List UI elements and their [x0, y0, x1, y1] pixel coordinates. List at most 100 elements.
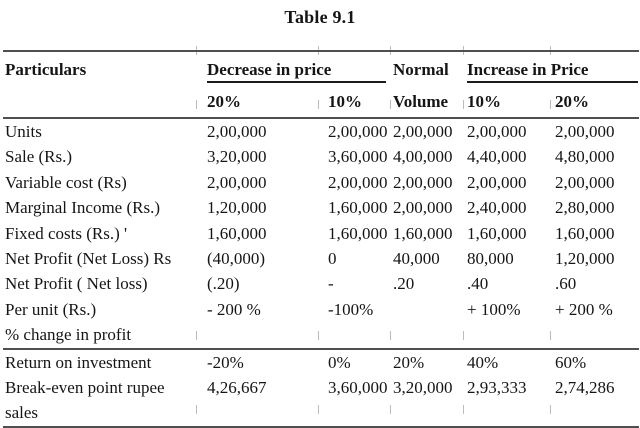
row-label: Net Profit (Net Loss) Rs — [5, 249, 172, 269]
cell-value: 2,00,000 — [393, 198, 453, 218]
cell-value: (.20) — [207, 274, 240, 294]
column-header-normal: Normal — [393, 60, 449, 79]
cell-value: 2,00,000 — [555, 172, 615, 192]
subheader-increase-10: 10% — [467, 86, 555, 119]
column-group-decrease-label: Decrease in price — [207, 60, 386, 83]
column-header-volume: Volume — [393, 86, 467, 119]
cell-value — [393, 400, 467, 428]
header-row-subcolumns: 20% 10% Volume 10% 20% — [3, 86, 639, 119]
subheader-decrease-20: 20% — [207, 86, 328, 119]
row-label: Units — [5, 122, 42, 141]
document-page: Table 9.1 Particulars Decrease in price … — [0, 7, 640, 428]
header-spacer — [3, 86, 207, 119]
table-row: Per unit (Rs.) - 200 % -100% + 100% + 200 % — [3, 297, 639, 322]
cell-value: 4,00,000 — [393, 147, 453, 167]
table-row: Net Profit ( Net loss) (.20) - .20 .40 .60 — [3, 271, 639, 296]
table-row: Units 2,00,000 2,00,000 2,00,000 2,00,000 2,0… — [3, 118, 639, 144]
cell-value: 3,20,000 — [393, 378, 453, 398]
cell-value: 0% — [328, 352, 351, 372]
cell-value: 2,00,000 — [328, 122, 388, 141]
row-label: Return on investment — [5, 352, 152, 372]
cell-value: 1,60,000 — [328, 198, 388, 218]
cell-value — [207, 400, 328, 428]
cell-value — [328, 322, 393, 350]
cell-value: + 200 % — [555, 299, 613, 319]
cell-value: 1,60,000 — [328, 223, 388, 243]
cell-value: 2,00,000 — [467, 172, 527, 192]
cell-value: 60% — [555, 352, 587, 372]
cell-value: 40% — [467, 352, 499, 372]
cell-value: .60 — [555, 274, 577, 294]
table-row: % change in profit — [3, 322, 639, 350]
cell-value: .20 — [393, 274, 415, 294]
cell-value — [393, 297, 467, 322]
table-row: sales — [3, 400, 639, 428]
financial-comparison-table: Particulars Decrease in price Normal Inc… — [3, 50, 639, 428]
row-label: sales — [3, 400, 207, 428]
cell-value — [467, 322, 555, 350]
row-label: Net Profit ( Net loss) — [5, 274, 148, 294]
cell-value: 2,00,000 — [393, 172, 453, 192]
cell-value: -20% — [207, 352, 244, 372]
cell-value: .40 — [467, 274, 489, 294]
cell-value: - 200 % — [207, 299, 261, 319]
cell-value: 80,000 — [467, 249, 514, 269]
cell-value: 2,80,000 — [555, 198, 615, 218]
row-label: Marginal Income (Rs.) — [5, 198, 161, 218]
cell-value: 4,80,000 — [555, 147, 615, 167]
cell-value: (40,000) — [207, 249, 266, 269]
table-row: Break-even point rupee 4,26,667 3,60,000 3,… — [3, 375, 639, 400]
row-label: Fixed costs (Rs.) ' — [5, 223, 128, 243]
cell-value: 2,93,333 — [467, 378, 527, 398]
cell-value: 20% — [393, 352, 425, 372]
column-header-particulars: Particulars — [5, 60, 87, 79]
cell-value — [555, 322, 639, 350]
cell-value: + 100% — [467, 299, 521, 319]
cell-value — [328, 400, 393, 428]
cell-value: 2,00,000 — [555, 122, 615, 141]
cell-value: 1,60,000 — [207, 223, 267, 243]
cell-value: 0 — [328, 249, 337, 269]
cell-value — [467, 400, 555, 428]
row-label: % change in profit — [3, 322, 207, 350]
table-body: Units 2,00,000 2,00,000 2,00,000 2,00,000 2,0… — [3, 118, 639, 428]
cell-value: 2,00,000 — [207, 122, 267, 141]
column-group-increase: Increase in Price — [467, 51, 639, 86]
row-label: Per unit (Rs.) — [5, 299, 97, 319]
cell-value: 40,000 — [393, 249, 440, 269]
table-title: Table 9.1 — [284, 7, 356, 27]
cell-value — [555, 400, 639, 428]
subheader-increase-20: 20% — [555, 86, 639, 119]
header-row-groups: Particulars Decrease in price Normal Inc… — [3, 51, 639, 86]
table-row: Net Profit (Net Loss) Rs (40,000) 0 40,000 8… — [3, 246, 639, 271]
cell-value: 1,60,000 — [467, 223, 527, 243]
column-group-decrease: Decrease in price — [207, 51, 393, 86]
cell-value: 1,20,000 — [555, 249, 615, 269]
row-label: Break-even point rupee — [5, 378, 165, 398]
cell-value — [393, 322, 467, 350]
cell-value: - — [328, 274, 334, 294]
cell-value: 2,00,000 — [393, 122, 453, 141]
cell-value: 4,40,000 — [467, 147, 527, 167]
row-label: Sale (Rs.) — [5, 147, 73, 167]
cell-value: 4,26,667 — [207, 378, 267, 398]
cell-value: 3,20,000 — [207, 147, 267, 167]
cell-value: 1,20,000 — [207, 198, 267, 218]
table-row: Variable cost (Rs) 2,00,000 2,00,000 2,00,0… — [3, 170, 639, 195]
table-row: Fixed costs (Rs.) ' 1,60,000 1,60,000 1,60,… — [3, 221, 639, 246]
cell-value: 2,00,000 — [467, 122, 527, 141]
row-label: Variable cost (Rs) — [5, 172, 127, 192]
table-row: Return on investment -20% 0% 20% 40% 60% — [3, 349, 639, 375]
cell-value: 1,60,000 — [555, 223, 615, 243]
table-row: Sale (Rs.) 3,20,000 3,60,000 4,00,000 4,40,0… — [3, 144, 639, 169]
subheader-decrease-10: 10% — [328, 86, 393, 119]
column-group-increase-label: Increase in Price — [467, 60, 638, 83]
cell-value: 2,00,000 — [207, 172, 267, 192]
cell-value: 2,74,286 — [555, 378, 615, 398]
cell-value: 1,60,000 — [393, 223, 453, 243]
table-row: Marginal Income (Rs.) 1,20,000 1,60,000 2,0… — [3, 195, 639, 220]
cell-value: 3,60,000 — [328, 147, 388, 167]
table-header: Particulars Decrease in price Normal Inc… — [3, 51, 639, 119]
cell-value: -100% — [328, 299, 374, 319]
cell-value: 3,60,000 — [328, 378, 388, 398]
